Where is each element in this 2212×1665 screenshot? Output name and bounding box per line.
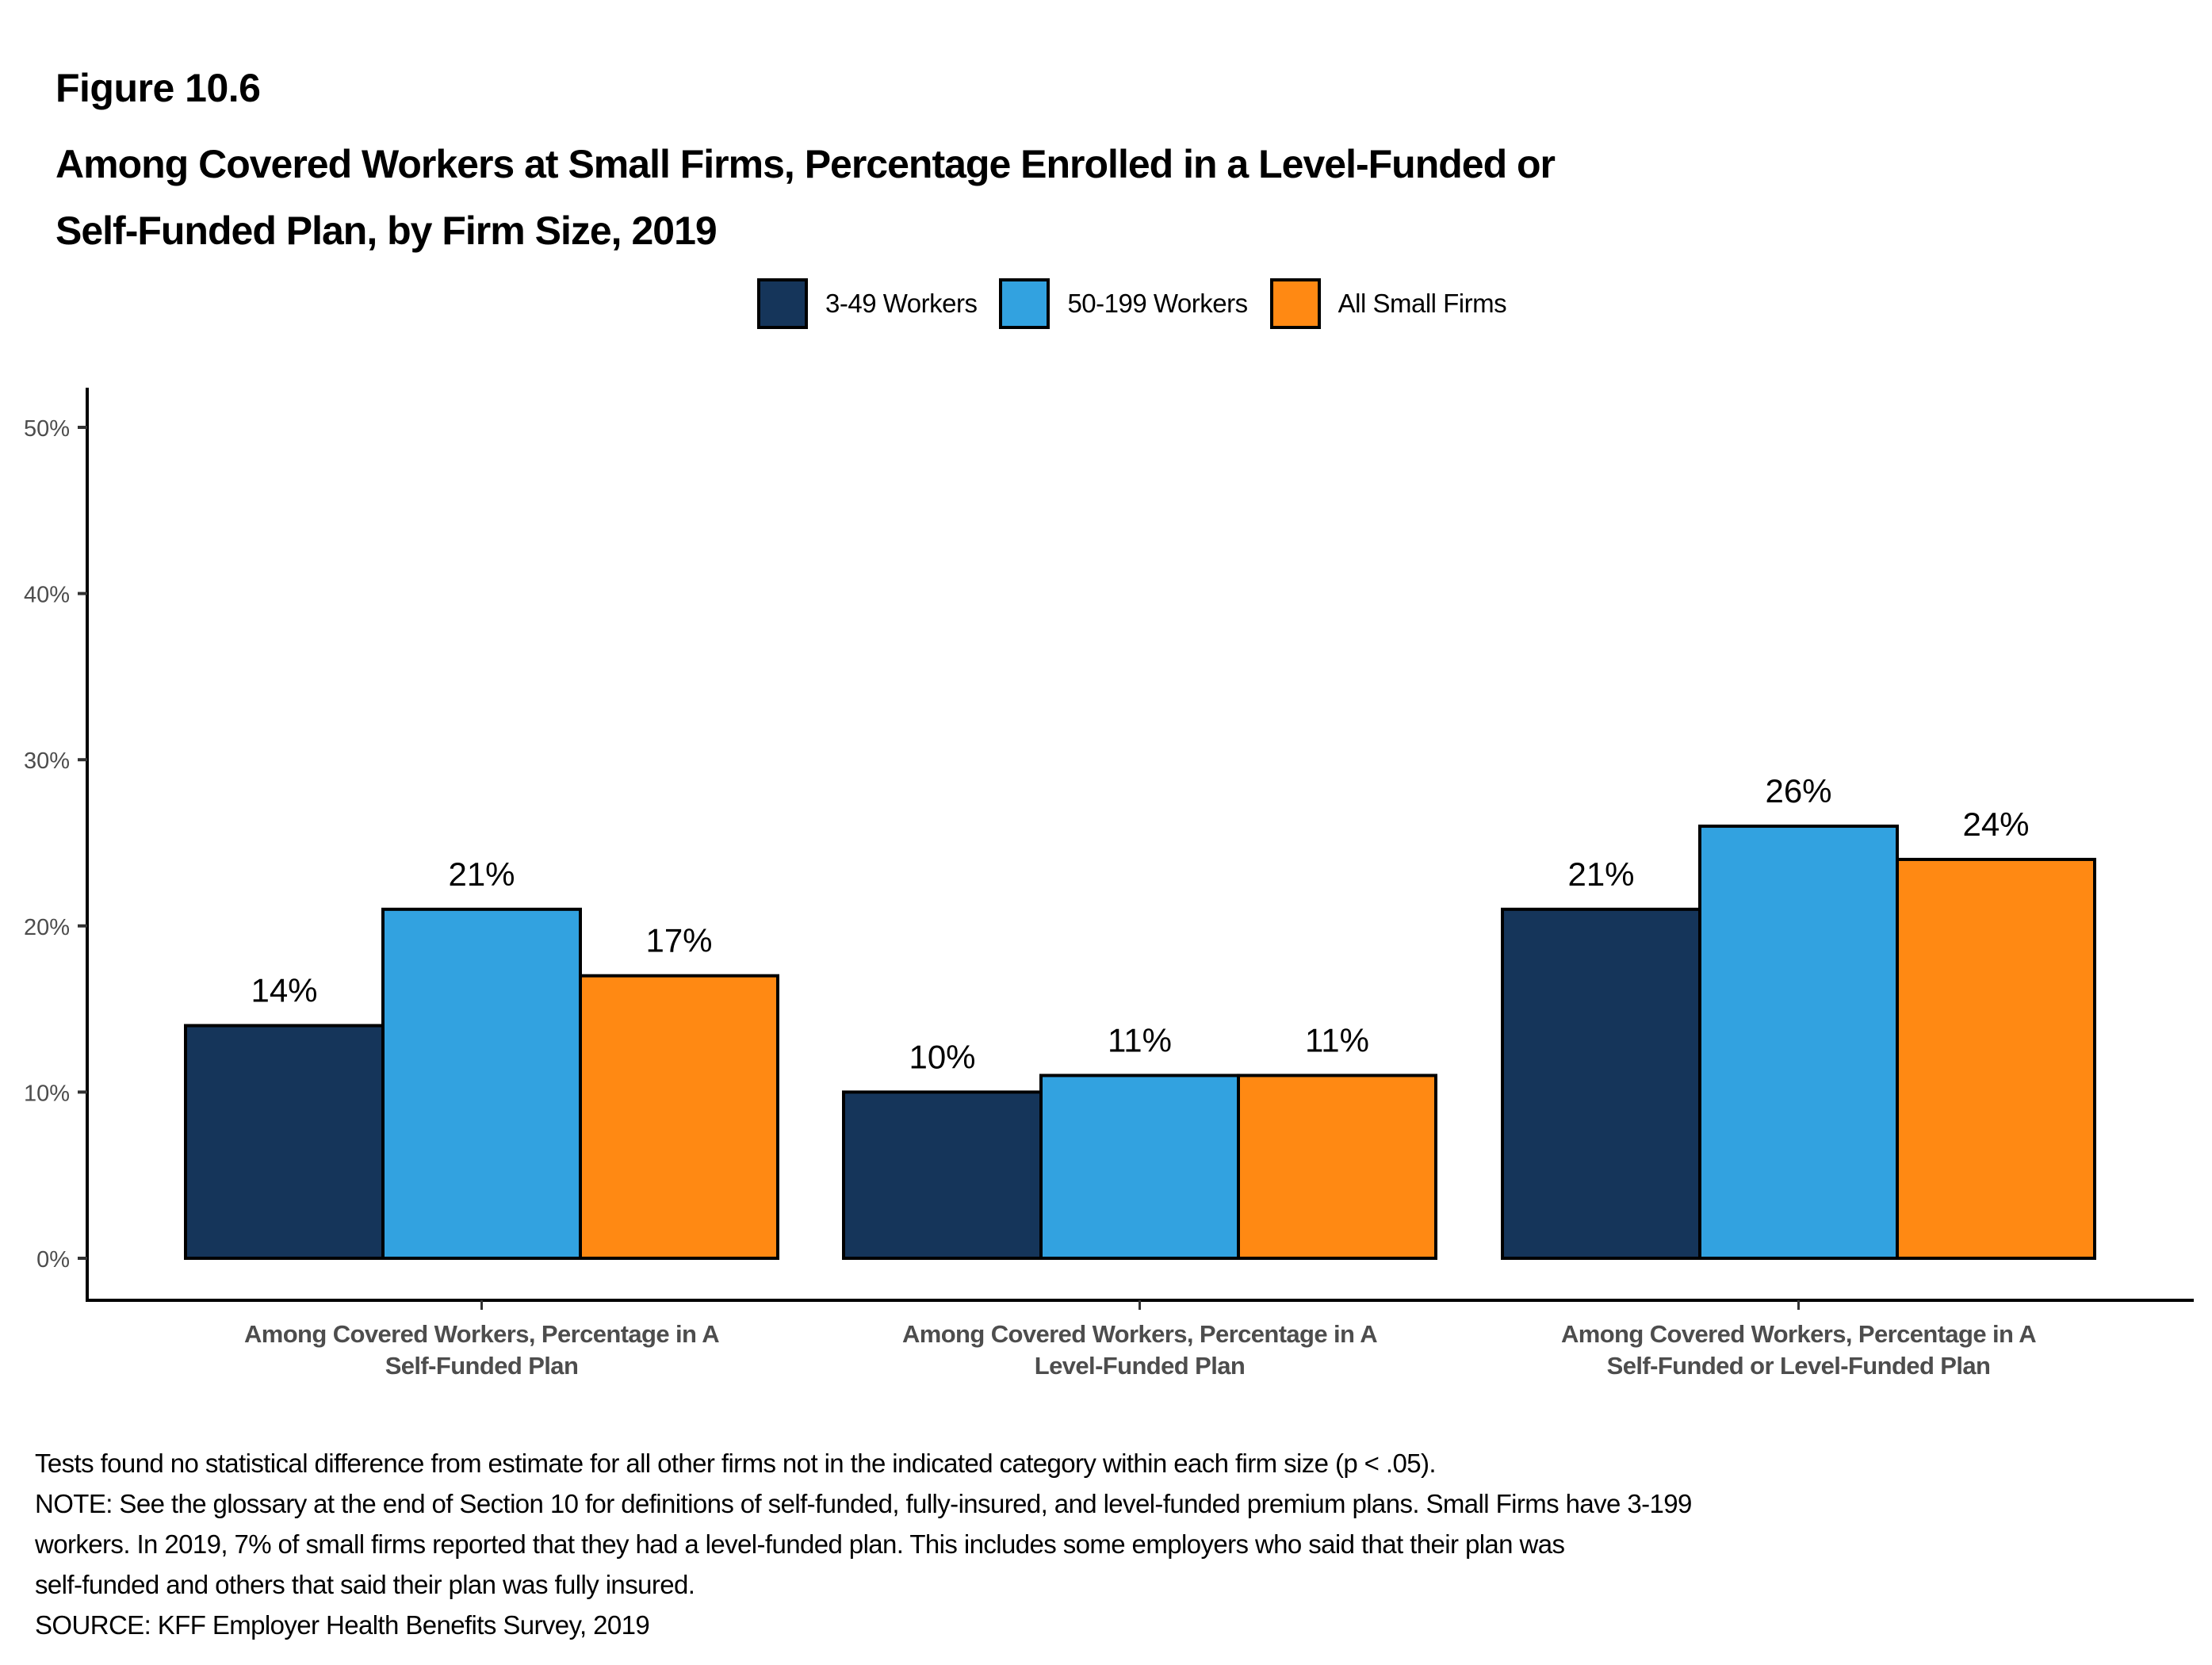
- legend-label: 3-49 Workers: [825, 289, 978, 318]
- legend-label: All Small Firms: [1338, 289, 1507, 318]
- data-label: 21%: [448, 855, 515, 893]
- bar: [381, 907, 582, 1260]
- data-label: 11%: [1305, 1021, 1369, 1058]
- y-tick-label: 0%: [36, 1247, 70, 1273]
- source-line: SOURCE: KFF Employer Health Benefits Sur…: [35, 1610, 650, 1640]
- bar-chart: 0% 10% 20% 30% 40% 50% 14% 21% 17% 10% 11% 11% 21% 2…: [24, 388, 2194, 1380]
- x-tick-label: Level-Funded Plan: [1035, 1352, 1245, 1380]
- bar: [842, 1090, 1043, 1261]
- legend-item-50-199-workers: 50-199 Workers: [999, 278, 1248, 329]
- x-tick-label: Among Covered Workers, Percentage in A: [244, 1320, 719, 1348]
- legend-item-3-49-workers: 3-49 Workers: [757, 278, 978, 329]
- notes: Tests found no statistical difference fr…: [35, 1443, 1692, 1645]
- legend-swatch: [757, 278, 808, 329]
- data-label: 11%: [1108, 1021, 1172, 1058]
- y-tick-label: 10%: [24, 1081, 70, 1106]
- legend-label: 50-199 Workers: [1067, 289, 1248, 318]
- y-tick-label: 50%: [24, 416, 70, 442]
- x-axis: Among Covered Workers, Percentage in A Se…: [86, 1299, 2194, 1380]
- note-line: Tests found no statistical difference fr…: [35, 1449, 1437, 1478]
- y-tick-label: 20%: [24, 915, 70, 940]
- y-tick-label: 30%: [24, 748, 70, 774]
- x-tick-label: Self-Funded or Level-Funded Plan: [1607, 1352, 1991, 1380]
- note-line: NOTE: See the glossary at the end of Sec…: [35, 1489, 1692, 1518]
- y-tick-label: 40%: [24, 583, 70, 608]
- figure-label: Figure 10.6: [55, 66, 261, 110]
- legend-swatch: [1269, 278, 1321, 329]
- bars: 14% 21% 17% 10% 11% 11% 21% 26% 24%: [184, 772, 2096, 1261]
- bar: [1039, 1074, 1240, 1260]
- legend-item-all-small-firms: All Small Firms: [1269, 278, 1507, 329]
- data-label: 17%: [645, 922, 712, 959]
- x-tick-label: Self-Funded Plan: [385, 1352, 579, 1380]
- bar: [1237, 1074, 1437, 1260]
- chart-title-line: Self-Funded Plan, by Firm Size, 2019: [55, 209, 718, 253]
- data-label: 21%: [1567, 855, 1634, 893]
- y-axis: 0% 10% 20% 30% 40% 50%: [24, 388, 89, 1302]
- chart-title-line: Among Covered Workers at Small Firms, Pe…: [55, 142, 1556, 186]
- data-label: 24%: [1962, 806, 2029, 843]
- data-label: 26%: [1765, 772, 1831, 810]
- x-tick-label: Among Covered Workers, Percentage in A: [902, 1320, 1377, 1348]
- bar: [1896, 857, 2096, 1260]
- data-label: 10%: [909, 1038, 975, 1075]
- bar: [1501, 907, 1701, 1260]
- legend-swatch: [999, 278, 1051, 329]
- bar: [184, 1024, 385, 1261]
- bar: [1698, 825, 1899, 1261]
- chart-title: Among Covered Workers at Small Firms, Pe…: [55, 131, 1958, 264]
- note-line: workers. In 2019, 7% of small firms repo…: [35, 1529, 1565, 1559]
- bar: [579, 974, 779, 1261]
- x-tick-label: Among Covered Workers, Percentage in A: [1561, 1320, 2036, 1348]
- note-line: self-funded and others that said their p…: [35, 1570, 695, 1599]
- legend: 3-49 Workers 50-199 Workers All Small Fi…: [757, 276, 1529, 331]
- data-label: 14%: [251, 972, 317, 1009]
